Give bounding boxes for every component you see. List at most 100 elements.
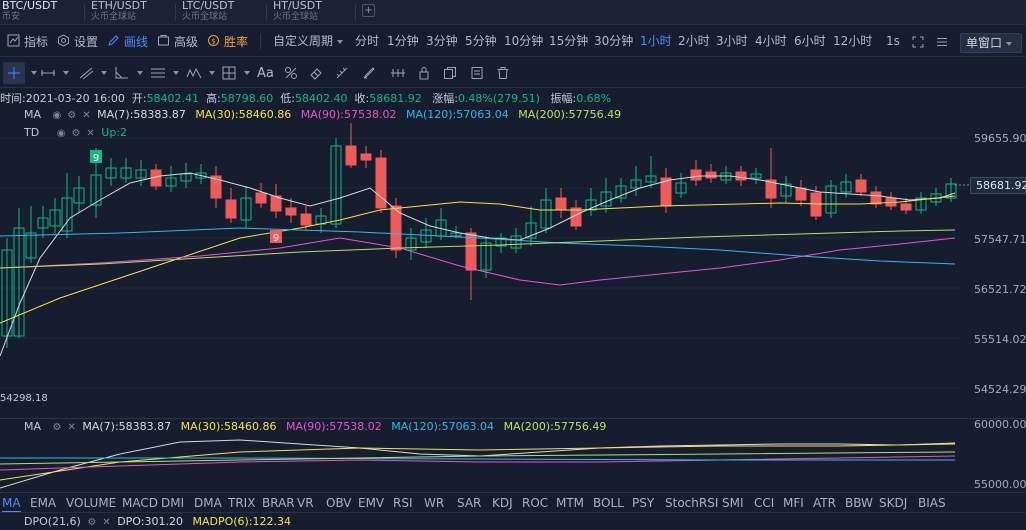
indicator-tab-brar[interactable]: BRAR <box>262 496 295 510</box>
trend-line-icon[interactable] <box>78 62 94 84</box>
indicator-tab-mfi[interactable]: MFI <box>783 496 804 510</box>
horizontal-line-icon[interactable] <box>40 62 56 84</box>
indicator-tab-ma[interactable]: MA <box>2 493 21 513</box>
indicator-tab-sar[interactable]: SAR <box>457 496 482 510</box>
period-6h[interactable]: 6小时 <box>794 34 826 48</box>
tab-divider <box>355 4 356 21</box>
indicator-tab-trix[interactable]: TRIX <box>228 496 256 510</box>
gear-icon[interactable]: ⚙ <box>67 110 77 121</box>
indicator-tab-kdj[interactable]: KDJ <box>492 496 513 510</box>
indicator-tab-bias[interactable]: BIAS <box>918 496 946 510</box>
indicator-tab-boll[interactable]: BOLL <box>593 496 624 510</box>
symbol-tab-ltc-usdt[interactable]: LTC/USDT 火币全球站 <box>176 0 267 25</box>
menu-icon[interactable] <box>936 25 948 57</box>
period-12h[interactable]: 12小时 <box>833 34 873 48</box>
period-1h[interactable]: 1小时 <box>640 34 672 48</box>
indicator-tab-mtm[interactable]: MTM <box>556 496 585 510</box>
window-mode-dropdown[interactable]: 单窗口 <box>960 33 1022 53</box>
indicator-tab-smi[interactable]: SMI <box>722 496 744 510</box>
copy-icon[interactable] <box>443 62 457 84</box>
close-icon[interactable]: ✕ <box>67 422 76 433</box>
fib-icon[interactable] <box>284 62 298 84</box>
expand-icon[interactable] <box>912 25 924 57</box>
crosshair-icon[interactable] <box>3 62 25 84</box>
period-5m[interactable]: 5分钟 <box>465 34 497 48</box>
indicator-tab-dmi[interactable]: DMI <box>161 496 185 510</box>
indicator-tab-vr[interactable]: VR <box>297 496 314 510</box>
winrate-button[interactable]: $ 胜率 <box>206 25 248 57</box>
close-icon[interactable]: ✕ <box>102 517 111 528</box>
indicator-tab-rsi[interactable]: RSI <box>393 496 413 510</box>
period-4h[interactable]: 4小时 <box>755 34 787 48</box>
wave-icon[interactable] <box>186 62 202 84</box>
indicator-tab-bbw[interactable]: BBW <box>845 496 873 510</box>
symbol-tab-ht-usdt[interactable]: HT/USDT 火币全球站 <box>267 0 356 25</box>
indicator-tab-ema[interactable]: EMA <box>30 496 57 510</box>
ma120-value: MA(120):57063.04 <box>406 108 509 121</box>
winrate-icon: $ <box>206 34 220 48</box>
sub-ma-line <box>0 457 955 461</box>
candle-body <box>675 182 687 194</box>
period-10m[interactable]: 10分钟 <box>504 34 544 48</box>
period-3m[interactable]: 3分钟 <box>426 34 458 48</box>
candle-body <box>270 195 282 212</box>
text-tool-icon[interactable]: Aa <box>257 65 274 81</box>
candle-body <box>855 179 867 193</box>
indicator-tab-skdj[interactable]: SKDJ <box>879 496 908 510</box>
ma-sub-chart[interactable] <box>0 418 1026 492</box>
symbol-tab-eth-usdt[interactable]: ETH/USDT 火币全球站 <box>85 0 176 25</box>
indicator-tab-wr[interactable]: WR <box>424 496 445 510</box>
indicator-tab-atr[interactable]: ATR <box>813 496 836 510</box>
symbol-tab-btc-usdt[interactable]: BTC/USDT 币安 <box>0 0 85 25</box>
indicator-tab-roc[interactable]: ROC <box>522 496 549 510</box>
eye-icon[interactable]: ◉ <box>52 110 62 121</box>
gear-icon[interactable]: ⚙ <box>71 128 81 139</box>
lock-icon[interactable] <box>418 62 430 84</box>
indicator-tab-psy[interactable]: PSY <box>632 496 655 510</box>
pencil-icon <box>106 34 120 48</box>
period-1m[interactable]: 1分钟 <box>387 34 419 48</box>
sub-ma-line <box>0 451 956 465</box>
eraser-icon[interactable] <box>309 62 323 84</box>
indicator-tab-emv[interactable]: EMV <box>358 496 385 510</box>
toolbar-divider <box>260 33 261 49</box>
period-15m[interactable]: 15分钟 <box>549 34 589 48</box>
dpo-legend: DPO(21,6) ⚙ ✕ DPO:301.20 MADPO(6):122.34 <box>0 512 1026 530</box>
period-1s[interactable]: 1s <box>886 34 900 48</box>
indicator-tab-dma[interactable]: DMA <box>194 496 222 510</box>
angle-icon[interactable] <box>114 62 130 84</box>
indicator-tab-volume[interactable]: VOLUME <box>66 496 117 510</box>
td-up-value: Up:2 <box>101 126 128 139</box>
period-2h[interactable]: 2小时 <box>678 34 710 48</box>
custom-period-dropdown[interactable]: 自定义周期 <box>273 25 344 57</box>
indicator-tab-macd[interactable]: MACD <box>122 496 158 510</box>
indicator-tab-stochrsi[interactable]: StochRSI <box>665 496 719 510</box>
indicator-tab-cci[interactable]: CCI <box>754 496 775 510</box>
brush-icon[interactable] <box>362 62 376 84</box>
gear-icon[interactable]: ⚙ <box>52 422 62 433</box>
period-timeline[interactable]: 分时 <box>355 34 380 48</box>
settings-button[interactable]: 设置 <box>56 25 98 57</box>
eye-icon[interactable]: ◉ <box>56 128 66 139</box>
advanced-button[interactable]: 高级 <box>156 25 198 57</box>
chevron-down-icon <box>31 71 37 75</box>
candle-body <box>180 173 192 182</box>
candle-body <box>465 232 477 271</box>
price-range-icon[interactable] <box>390 62 406 84</box>
template-icon[interactable] <box>470 62 484 84</box>
candlestick-chart[interactable]: 99 <box>0 88 1026 418</box>
ruler-icon[interactable] <box>335 62 349 84</box>
gear-icon[interactable]: ⚙ <box>87 517 97 528</box>
indicator-button[interactable]: 指标 <box>6 25 48 57</box>
add-tab-button[interactable]: + <box>362 4 375 17</box>
close-icon[interactable]: ✕ <box>86 128 95 139</box>
trash-icon[interactable] <box>496 62 510 84</box>
close-icon[interactable]: ✕ <box>82 110 91 121</box>
period-30m[interactable]: 30分钟 <box>594 34 634 48</box>
parallel-channel-icon[interactable] <box>150 62 166 84</box>
period-3h[interactable]: 3小时 <box>716 34 748 48</box>
indicator-tab-obv[interactable]: OBV <box>326 496 352 510</box>
draw-line-button[interactable]: 画线 <box>106 25 148 57</box>
grid-tool-icon[interactable] <box>222 62 236 84</box>
